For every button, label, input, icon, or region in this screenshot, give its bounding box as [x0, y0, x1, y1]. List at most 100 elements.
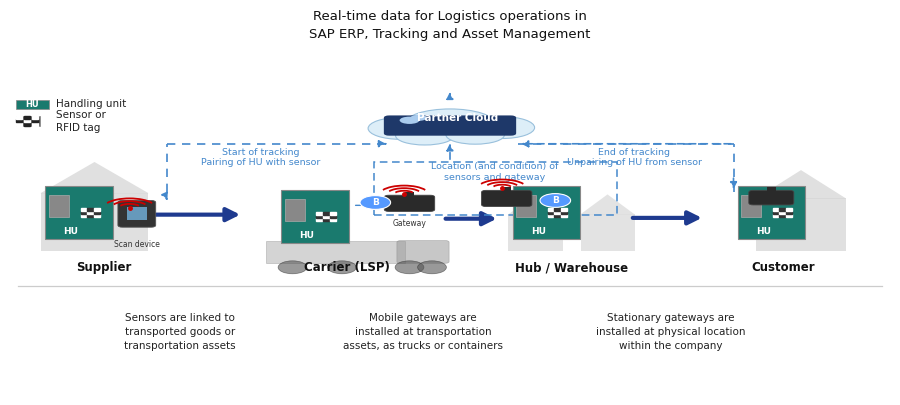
Bar	[32, 123, 38, 126]
Ellipse shape	[405, 109, 495, 138]
Bar	[779, 214, 785, 217]
Text: End of tracking
Unpairing of HU from sensor: End of tracking Unpairing of HU from sen…	[567, 148, 702, 167]
Bar	[554, 211, 560, 214]
Bar	[94, 208, 100, 211]
Text: Gateway: Gateway	[392, 219, 427, 228]
Bar	[554, 214, 560, 217]
Polygon shape	[580, 194, 634, 214]
Bar	[779, 211, 785, 214]
FancyBboxPatch shape	[397, 241, 449, 263]
Text: B: B	[372, 198, 379, 207]
Bar	[317, 212, 322, 215]
Text: Stationary gateways are
installed at physical location
within the company: Stationary gateways are installed at phy…	[596, 313, 745, 351]
Bar	[548, 211, 554, 214]
Bar	[94, 214, 100, 217]
Text: HU: HU	[756, 226, 770, 236]
FancyBboxPatch shape	[45, 186, 113, 239]
FancyBboxPatch shape	[516, 195, 536, 217]
FancyBboxPatch shape	[384, 195, 435, 211]
Bar	[23, 116, 30, 119]
Ellipse shape	[400, 117, 419, 124]
Text: Carrier (LSP): Carrier (LSP)	[303, 261, 390, 274]
Bar	[317, 215, 322, 218]
Polygon shape	[508, 194, 562, 214]
Bar	[773, 214, 778, 217]
Bar	[87, 208, 93, 211]
FancyBboxPatch shape	[405, 192, 414, 198]
Ellipse shape	[470, 117, 535, 139]
Text: Partner Cloud: Partner Cloud	[417, 113, 498, 123]
Circle shape	[418, 261, 446, 274]
Circle shape	[278, 261, 307, 274]
Bar	[554, 208, 560, 211]
Bar	[779, 208, 785, 211]
Ellipse shape	[395, 126, 454, 145]
Ellipse shape	[410, 115, 427, 121]
Circle shape	[328, 261, 356, 274]
Bar	[329, 212, 336, 215]
Circle shape	[540, 194, 571, 207]
Text: Start of tracking
Pairing of HU with sensor: Start of tracking Pairing of HU with sen…	[202, 148, 320, 167]
FancyBboxPatch shape	[49, 195, 69, 217]
FancyBboxPatch shape	[741, 195, 761, 217]
Text: Customer: Customer	[752, 261, 814, 274]
Bar	[562, 214, 567, 217]
FancyBboxPatch shape	[16, 100, 49, 109]
Bar	[329, 215, 336, 218]
Bar	[787, 211, 792, 214]
FancyBboxPatch shape	[16, 116, 40, 126]
Text: HU: HU	[25, 100, 40, 109]
Bar	[23, 123, 30, 126]
Text: Supplier: Supplier	[76, 261, 131, 274]
Bar	[23, 119, 30, 122]
Bar	[562, 208, 567, 211]
Bar	[81, 211, 86, 214]
Circle shape	[395, 261, 424, 274]
FancyBboxPatch shape	[40, 193, 148, 251]
FancyBboxPatch shape	[284, 199, 305, 221]
Bar	[94, 211, 100, 214]
FancyBboxPatch shape	[383, 115, 517, 136]
Bar	[16, 119, 22, 122]
Bar	[323, 212, 328, 215]
FancyBboxPatch shape	[756, 198, 846, 251]
FancyBboxPatch shape	[502, 187, 511, 193]
Bar	[16, 116, 22, 119]
FancyBboxPatch shape	[127, 207, 147, 220]
FancyBboxPatch shape	[281, 190, 349, 243]
Bar	[548, 214, 554, 217]
Text: HU: HU	[300, 230, 314, 240]
Bar	[87, 214, 93, 217]
Bar	[87, 211, 93, 214]
Bar	[562, 211, 567, 214]
Bar	[32, 116, 38, 119]
Bar	[787, 214, 792, 217]
Ellipse shape	[446, 126, 504, 144]
Text: Location (and condition) of
sensors and gateway: Location (and condition) of sensors and …	[431, 162, 559, 182]
Bar	[16, 123, 22, 126]
Bar	[81, 208, 86, 211]
Bar	[773, 211, 778, 214]
FancyBboxPatch shape	[118, 200, 156, 227]
Bar	[317, 218, 322, 221]
Text: HU: HU	[531, 226, 545, 236]
FancyBboxPatch shape	[508, 214, 562, 251]
FancyBboxPatch shape	[767, 187, 776, 193]
Bar	[329, 218, 336, 221]
Text: B: B	[552, 196, 559, 205]
FancyBboxPatch shape	[580, 214, 634, 251]
Text: Mobile gateways are
installed at transportation
assets, as trucks or containers: Mobile gateways are installed at transpo…	[343, 313, 503, 351]
Ellipse shape	[368, 117, 433, 139]
Text: Real-time data for Logistics operations in
SAP ERP, Tracking and Asset Managemen: Real-time data for Logistics operations …	[310, 10, 590, 41]
Bar	[548, 208, 554, 211]
Bar	[323, 218, 328, 221]
FancyBboxPatch shape	[749, 190, 794, 205]
FancyBboxPatch shape	[512, 186, 580, 239]
Polygon shape	[756, 170, 846, 198]
Text: Sensors are linked to
transported goods or
transportation assets: Sensors are linked to transported goods …	[124, 313, 236, 351]
FancyBboxPatch shape	[482, 190, 532, 207]
Bar	[32, 119, 38, 122]
FancyBboxPatch shape	[266, 241, 405, 263]
FancyBboxPatch shape	[737, 186, 805, 239]
Text: Scan device: Scan device	[114, 240, 159, 249]
